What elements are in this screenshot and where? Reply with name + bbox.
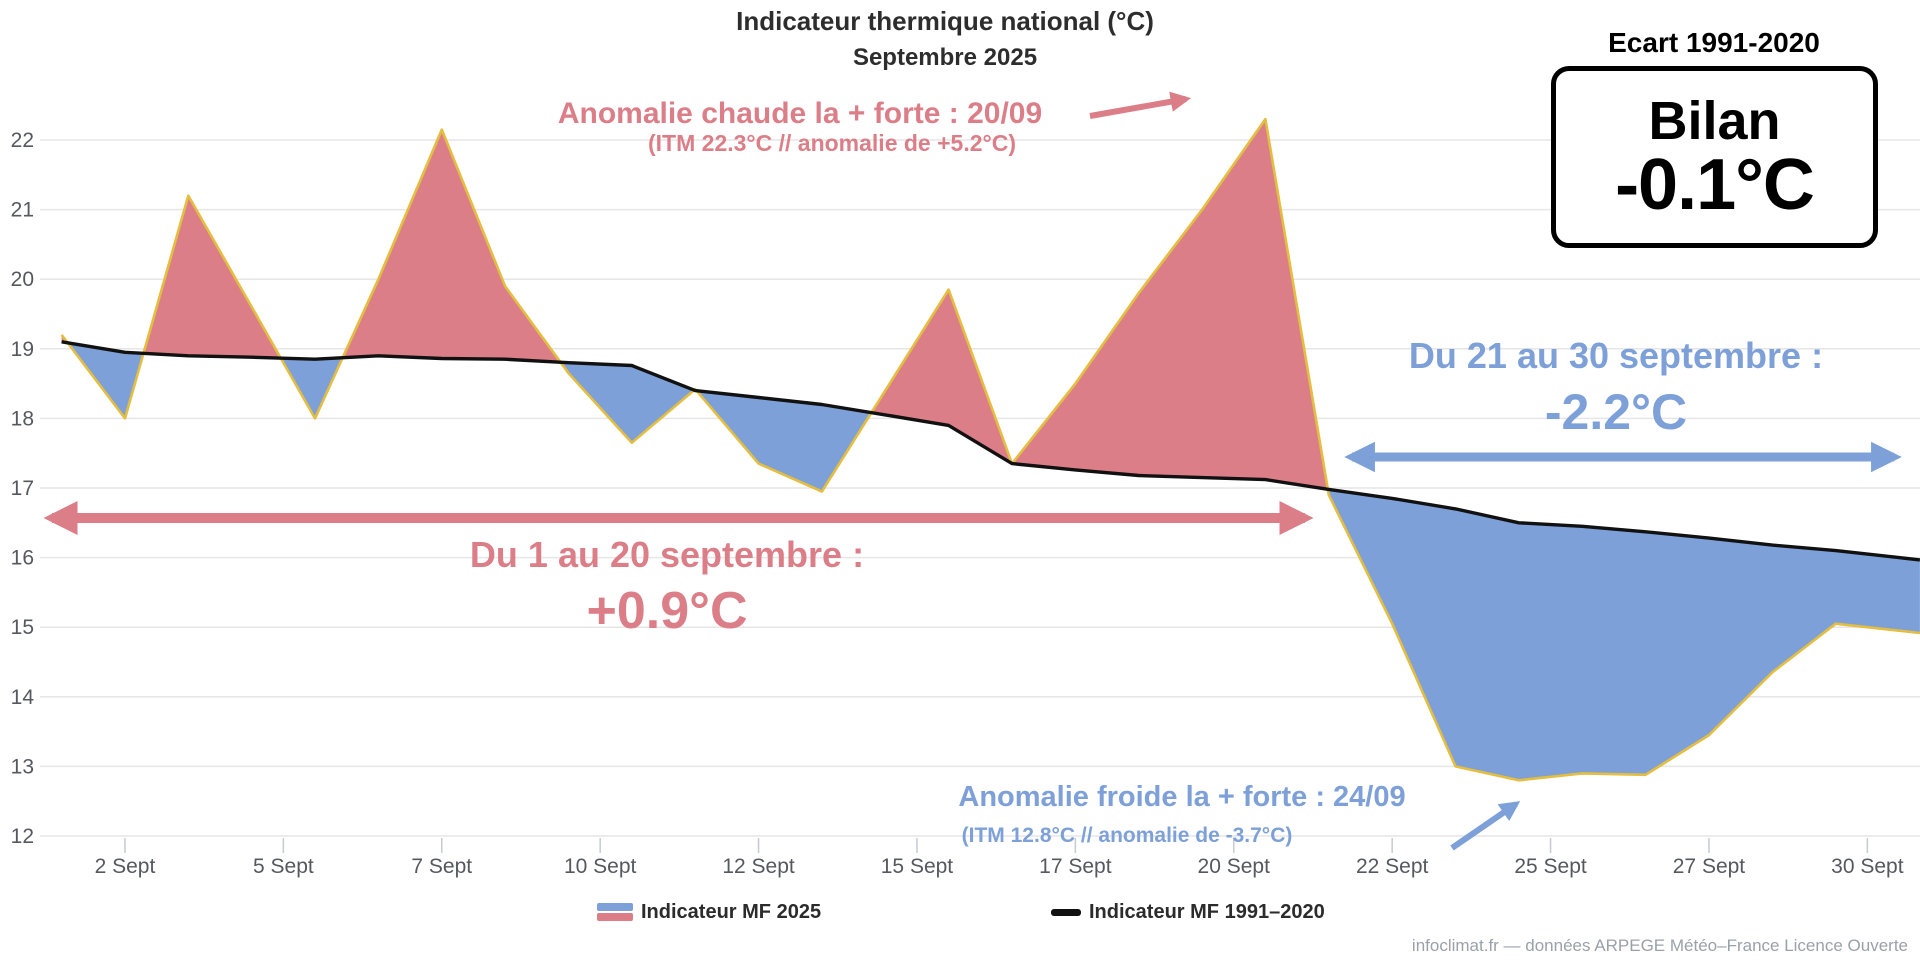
annotation-warm-peak-line2: (ITM 22.3°C // anomalie de +5.2°C): [648, 130, 1016, 156]
legend-item-2025: Indicateur MF 2025: [597, 899, 821, 925]
svg-text:15: 15: [11, 616, 34, 639]
svg-text:27 Sept: 27 Sept: [1673, 855, 1746, 878]
annotation-cold-peak-line2: (ITM 12.8°C // anomalie de -3.7°C): [961, 824, 1293, 847]
svg-text:19: 19: [11, 338, 34, 361]
svg-text:7 Sept: 7 Sept: [411, 855, 472, 878]
x-axis-ticks-and-labels: 2 Sept 5 Sept 7 Sept 10 Sept 12 Sept 15 Sept 1…: [95, 838, 1904, 878]
legend-label-2025-text: Indicateur MF: [641, 900, 772, 923]
annotation-cold-peak-line1: Anomalie froide la + forte : 24/09: [958, 781, 1406, 813]
legend-label-normal-text: Indicateur MF: [1089, 900, 1220, 923]
svg-text:20: 20: [11, 268, 34, 291]
svg-text:13: 13: [11, 755, 34, 778]
annotation-warm-peak-line1: Anomalie chaude la + forte : 20/09: [557, 97, 1043, 130]
svg-text:15 Sept: 15 Sept: [881, 855, 954, 878]
ecart-heading: Ecart 1991-2020: [1608, 27, 1820, 58]
bilan-title: Bilan: [1648, 90, 1781, 151]
svg-text:12 Sept: 12 Sept: [722, 855, 795, 878]
warm-peak-pointer-arrow: [1089, 91, 1192, 119]
legend-label-normal-year: 1991–2020: [1224, 900, 1325, 923]
legend-area-swatch-icon: [597, 901, 633, 923]
chart-title-line1: Indicateur thermique national (°C): [736, 6, 1154, 36]
svg-text:17: 17: [11, 477, 34, 500]
svg-text:16: 16: [11, 547, 34, 570]
svg-text:21: 21: [11, 199, 34, 222]
bilan-value: -0.1°C: [1615, 145, 1815, 226]
svg-text:5 Sept: 5 Sept: [253, 855, 314, 878]
annotation-cold-period-label: Du 21 au 30 septembre :: [1408, 335, 1824, 376]
svg-text:14: 14: [11, 686, 35, 709]
legend-item-normal: Indicateur MF 1991–2020: [1051, 899, 1325, 925]
annotation-cold-period-value: -2.2°C: [1544, 384, 1688, 440]
svg-text:25 Sept: 25 Sept: [1514, 855, 1587, 878]
cold-peak-pointer-arrow: [1450, 801, 1521, 851]
annotation-warm-period-label: Du 1 au 20 septembre :: [469, 534, 865, 575]
svg-text:2 Sept: 2 Sept: [95, 855, 156, 878]
annotation-warm-period-value: +0.9°C: [586, 582, 748, 640]
chart-title: Indicateur thermique national (°C) Septe…: [736, 5, 1154, 73]
svg-text:20 Sept: 20 Sept: [1198, 855, 1271, 878]
anomaly-fill-areas: [61, 119, 1920, 781]
svg-text:10 Sept: 10 Sept: [564, 855, 637, 878]
chart-title-line2: Septembre 2025: [852, 43, 1038, 71]
series-normal-line: [61, 340, 1920, 562]
legend-label-normal: Indicateur MF 1991–2020: [1089, 901, 1325, 924]
svg-text:22: 22: [11, 129, 34, 152]
svg-text:22 Sept: 22 Sept: [1356, 855, 1429, 878]
svg-text:18: 18: [11, 407, 34, 430]
svg-text:12: 12: [11, 825, 34, 848]
legend-line-swatch-icon: [1051, 908, 1081, 916]
legend-label-2025-year: 2025: [776, 900, 822, 923]
svg-text:17 Sept: 17 Sept: [1039, 855, 1112, 878]
bilan-box: Bilan -0.1°C: [1551, 66, 1878, 248]
legend-label-2025: Indicateur MF 2025: [641, 901, 821, 924]
footer-credit: infoclimat.fr — données ARPEGE Météo–Fra…: [1411, 936, 1908, 955]
svg-text:30 Sept: 30 Sept: [1831, 855, 1904, 878]
